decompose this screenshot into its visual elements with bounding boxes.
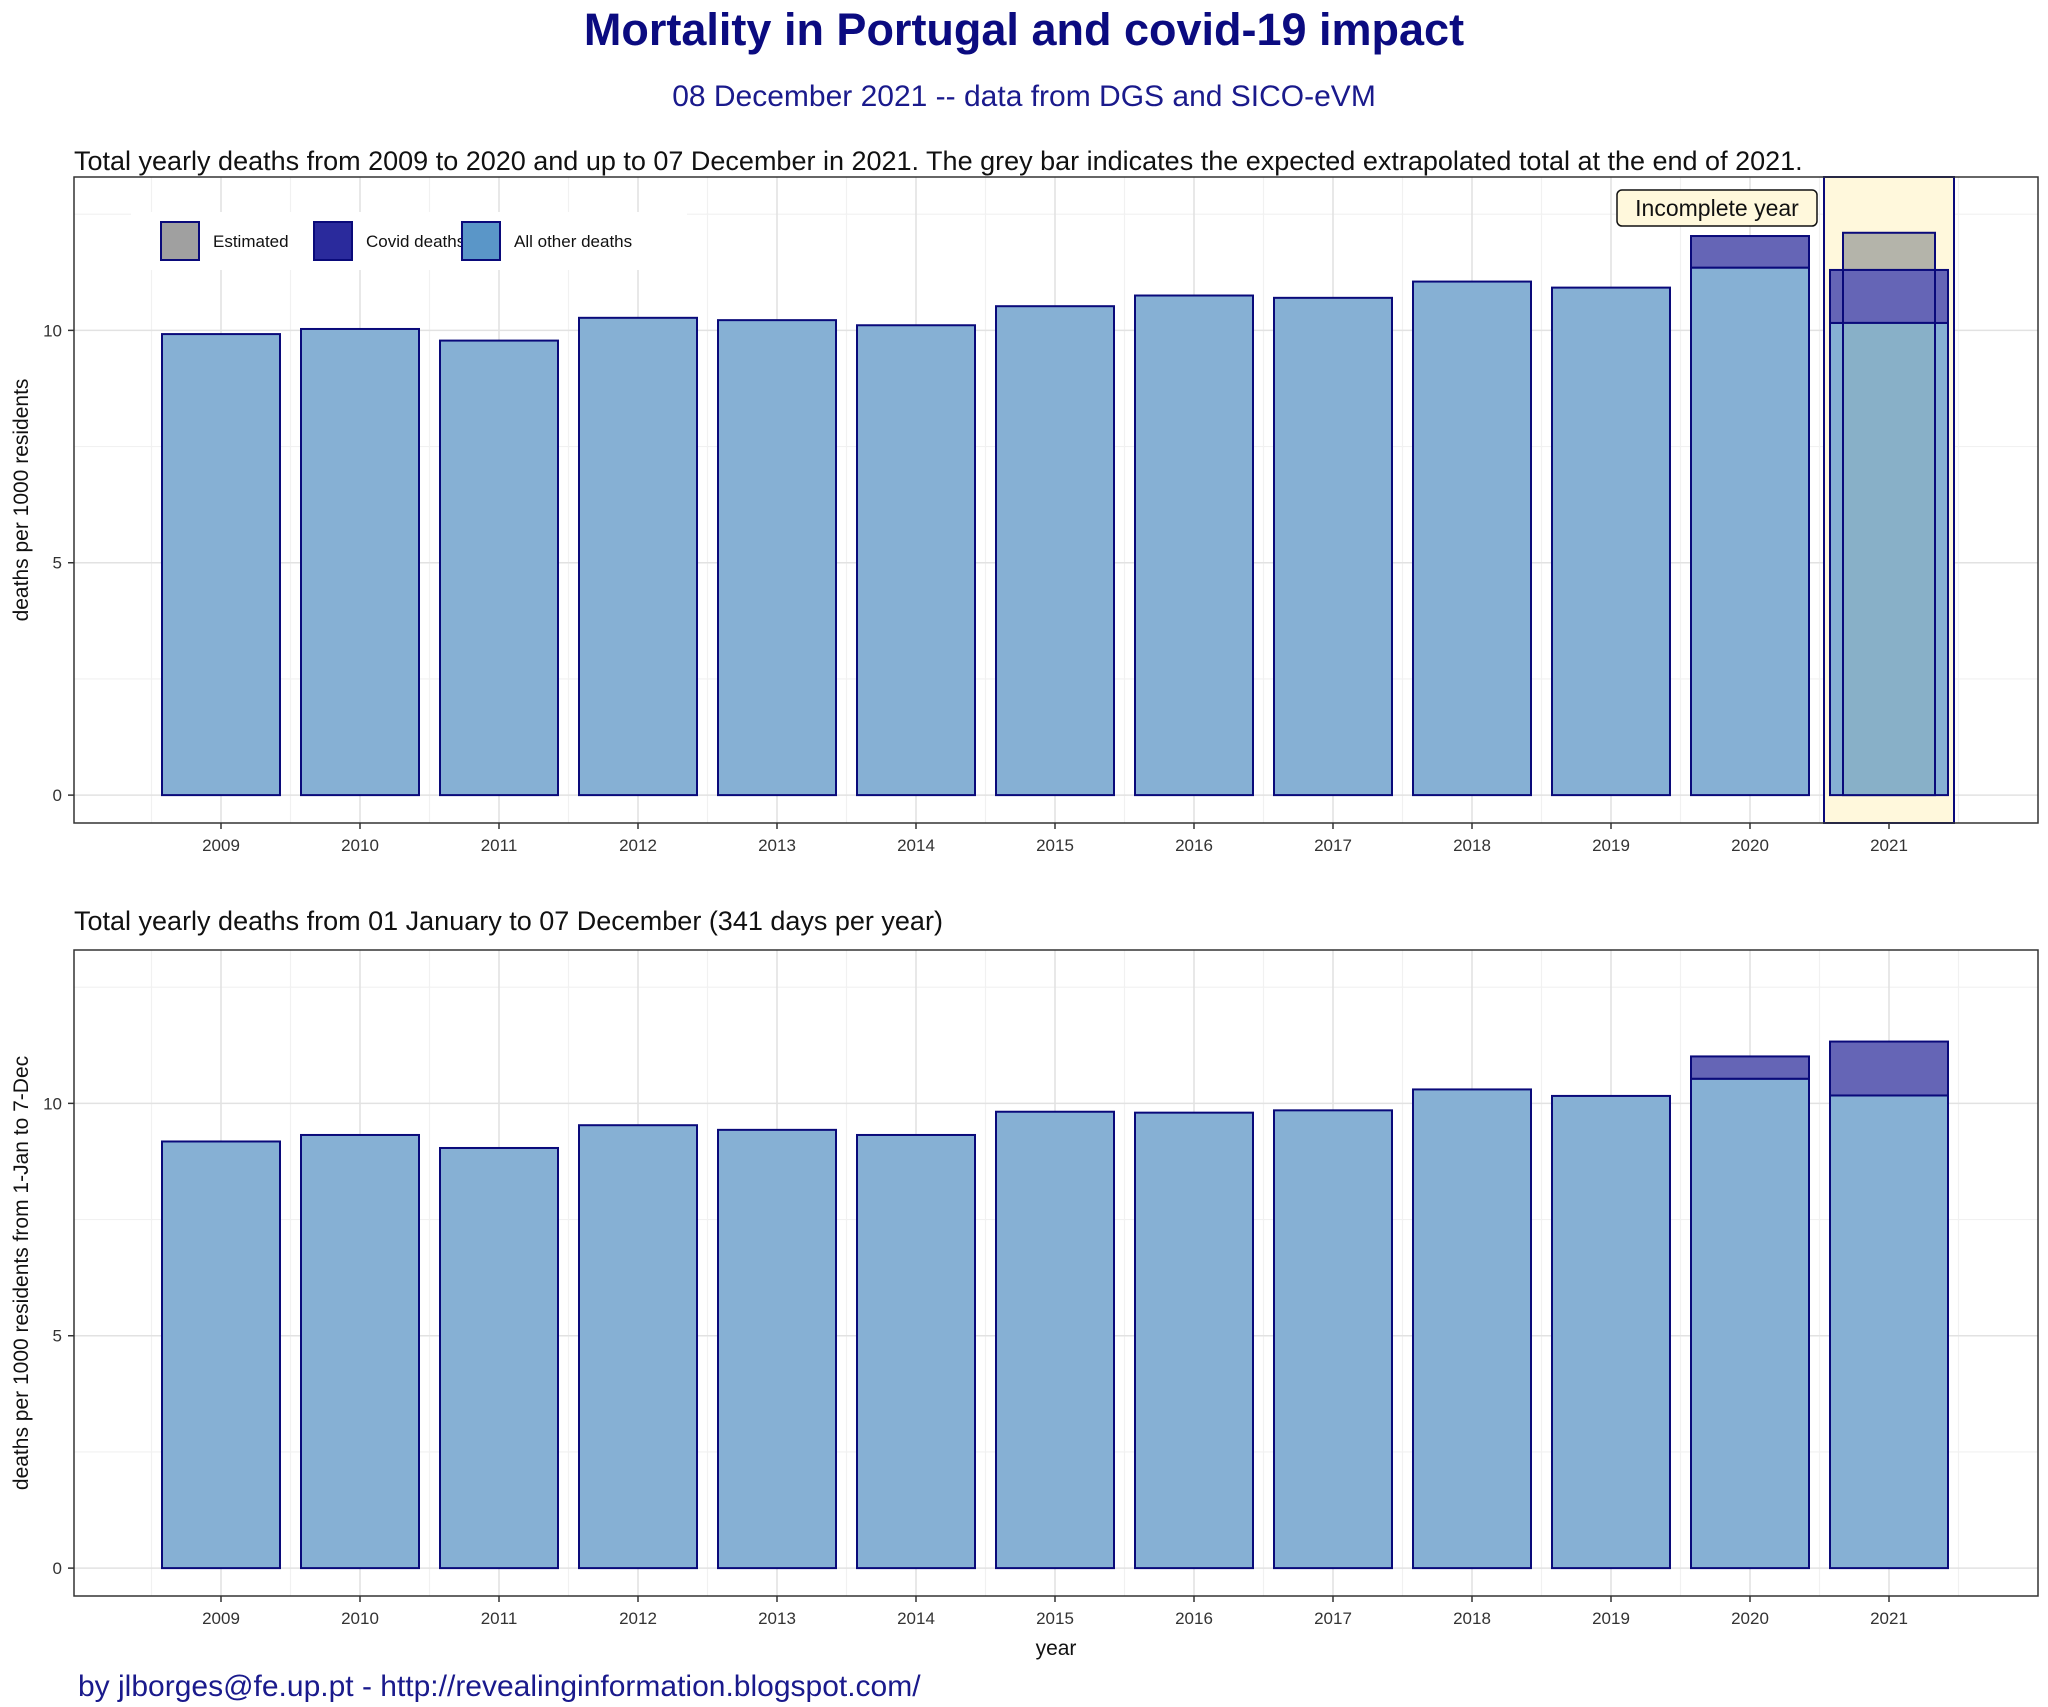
x-tick-label: 2015 [1036,836,1074,855]
x-tick-label: 2014 [897,836,935,855]
y-tick-label: 5 [53,1327,62,1346]
bar-other-2019 [1551,1094,1671,1570]
x-tick-label: 2014 [897,1609,935,1628]
bar-other-2020 [1690,266,1810,797]
x-tick-label: 2009 [202,836,240,855]
legend-key-other [461,221,501,261]
bar-other-2011 [439,1146,559,1570]
bar-covid-2020 [1690,235,1810,269]
legend-background [131,212,687,270]
x-tick-label: 2015 [1036,1609,1074,1628]
y-tick-label: 10 [43,1094,62,1113]
x-tick-label: 2016 [1175,836,1213,855]
y-axis-label: deaths per 1000 residents from 1-Jan to … [10,1056,33,1490]
x-tick-label: 2010 [341,1609,379,1628]
y-tick-label: 5 [53,554,62,573]
bar-other-2010 [300,1133,420,1570]
x-axis-label: year [1036,1637,1077,1660]
bar-other-2015 [995,305,1115,797]
x-tick-label: 2020 [1731,1609,1769,1628]
x-tick-label: 2018 [1453,836,1491,855]
bar-other-2017 [1273,296,1393,797]
x-tick-label: 2012 [619,836,657,855]
bar-other-2021 [1829,1094,1949,1570]
y-axis-label: deaths per 1000 residents [10,379,33,622]
x-tick-label: 2018 [1453,1609,1491,1628]
panel-title: Total yearly deaths from 01 January to 0… [74,906,943,936]
bar-covid-overlay-2021 [1842,268,1936,324]
bar-other-2016 [1134,294,1254,797]
y-tick-label: 10 [43,321,62,340]
bar-other-2015 [995,1110,1115,1570]
y-tick-label: 0 [53,786,62,805]
legend-key-covid [313,221,353,261]
incomplete-year-label: Incomplete year [1635,195,1799,221]
x-tick-label: 2011 [481,1609,518,1628]
page-title: Mortality in Portugal and covid-19 impac… [583,4,1465,55]
legend-label-other: All other deaths [514,232,632,251]
x-tick-label: 2020 [1731,836,1769,855]
bar-covid-2020 [1690,1055,1810,1080]
x-tick-label: 2021 [1870,1609,1908,1628]
bar-other-2020 [1690,1077,1810,1570]
x-tick-label: 2013 [758,1609,796,1628]
x-tick-label: 2009 [202,1609,240,1628]
x-tick-label: 2017 [1314,1609,1352,1628]
bar-other-2016 [1134,1111,1254,1570]
x-tick-label: 2016 [1175,1609,1213,1628]
bar-other-2018 [1412,280,1532,797]
x-tick-label: 2013 [758,836,796,855]
x-tick-label: 2019 [1592,1609,1630,1628]
x-tick-label: 2017 [1314,836,1352,855]
bar-other-2012 [578,316,698,797]
legend-label-estimated: Estimated [213,232,289,251]
bar-other-2014 [856,324,976,797]
bar-covid-2021 [1829,1040,1949,1097]
bar-other-2011 [439,339,559,797]
bar-other-2013 [717,1128,837,1570]
author-credit: by jlborges@fe.up.pt - http://revealingi… [78,1670,921,1703]
bar-other-2009 [161,333,281,797]
incomplete-year-label-box [1616,189,1818,227]
bar-other-2010 [300,327,420,797]
x-tick-label: 2011 [481,836,518,855]
page-subtitle: 08 December 2021 -- data from DGS and SI… [672,80,1376,113]
bar-other-2013 [717,319,837,797]
x-tick-label: 2010 [341,836,379,855]
bar-other-2017 [1273,1109,1393,1570]
panel-title: Total yearly deaths from 2009 to 2020 an… [74,146,1803,176]
x-tick-label: 2019 [1592,836,1630,855]
bar-other-2012 [578,1124,698,1570]
y-tick-label: 0 [53,1559,62,1578]
bar-estimated-2021 [1842,231,1936,271]
legend-key-estimated [160,221,200,261]
x-tick-label: 2012 [619,1609,657,1628]
legend-label-covid: Covid deaths [366,232,465,251]
x-tick-label: 2021 [1870,836,1908,855]
bar-other-2009 [161,1140,281,1570]
bar-other-2014 [856,1133,976,1570]
panel-border [73,176,2039,824]
bar-other-overlay-2021 [1842,321,1936,797]
bar-other-2019 [1551,286,1671,797]
panel-border [73,949,2039,1597]
bar-other-2018 [1412,1088,1532,1570]
